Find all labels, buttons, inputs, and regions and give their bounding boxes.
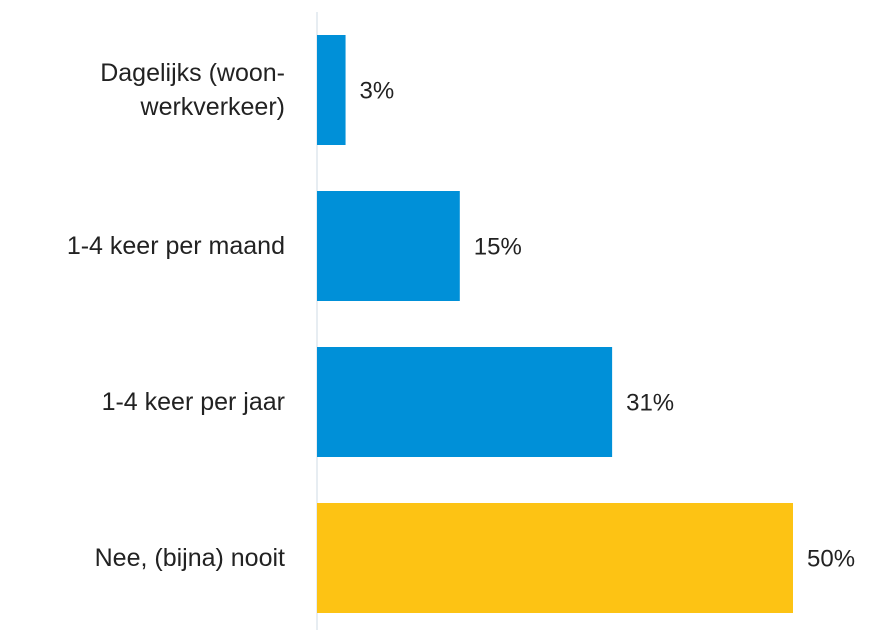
category-label: Nee, (bijna) nooit [94,544,285,572]
bar [317,191,460,301]
bar [317,35,346,145]
category-label: Dagelijks (woon-werkverkeer) [100,59,285,121]
bar [317,347,613,457]
value-label: 31% [626,389,674,416]
value-label: 15% [474,233,522,260]
value-label: 50% [807,545,855,572]
category-label: 1-4 keer per jaar [101,388,285,416]
category-label: 1-4 keer per maand [66,232,285,260]
bar [317,503,793,613]
value-label: 3% [360,77,395,104]
